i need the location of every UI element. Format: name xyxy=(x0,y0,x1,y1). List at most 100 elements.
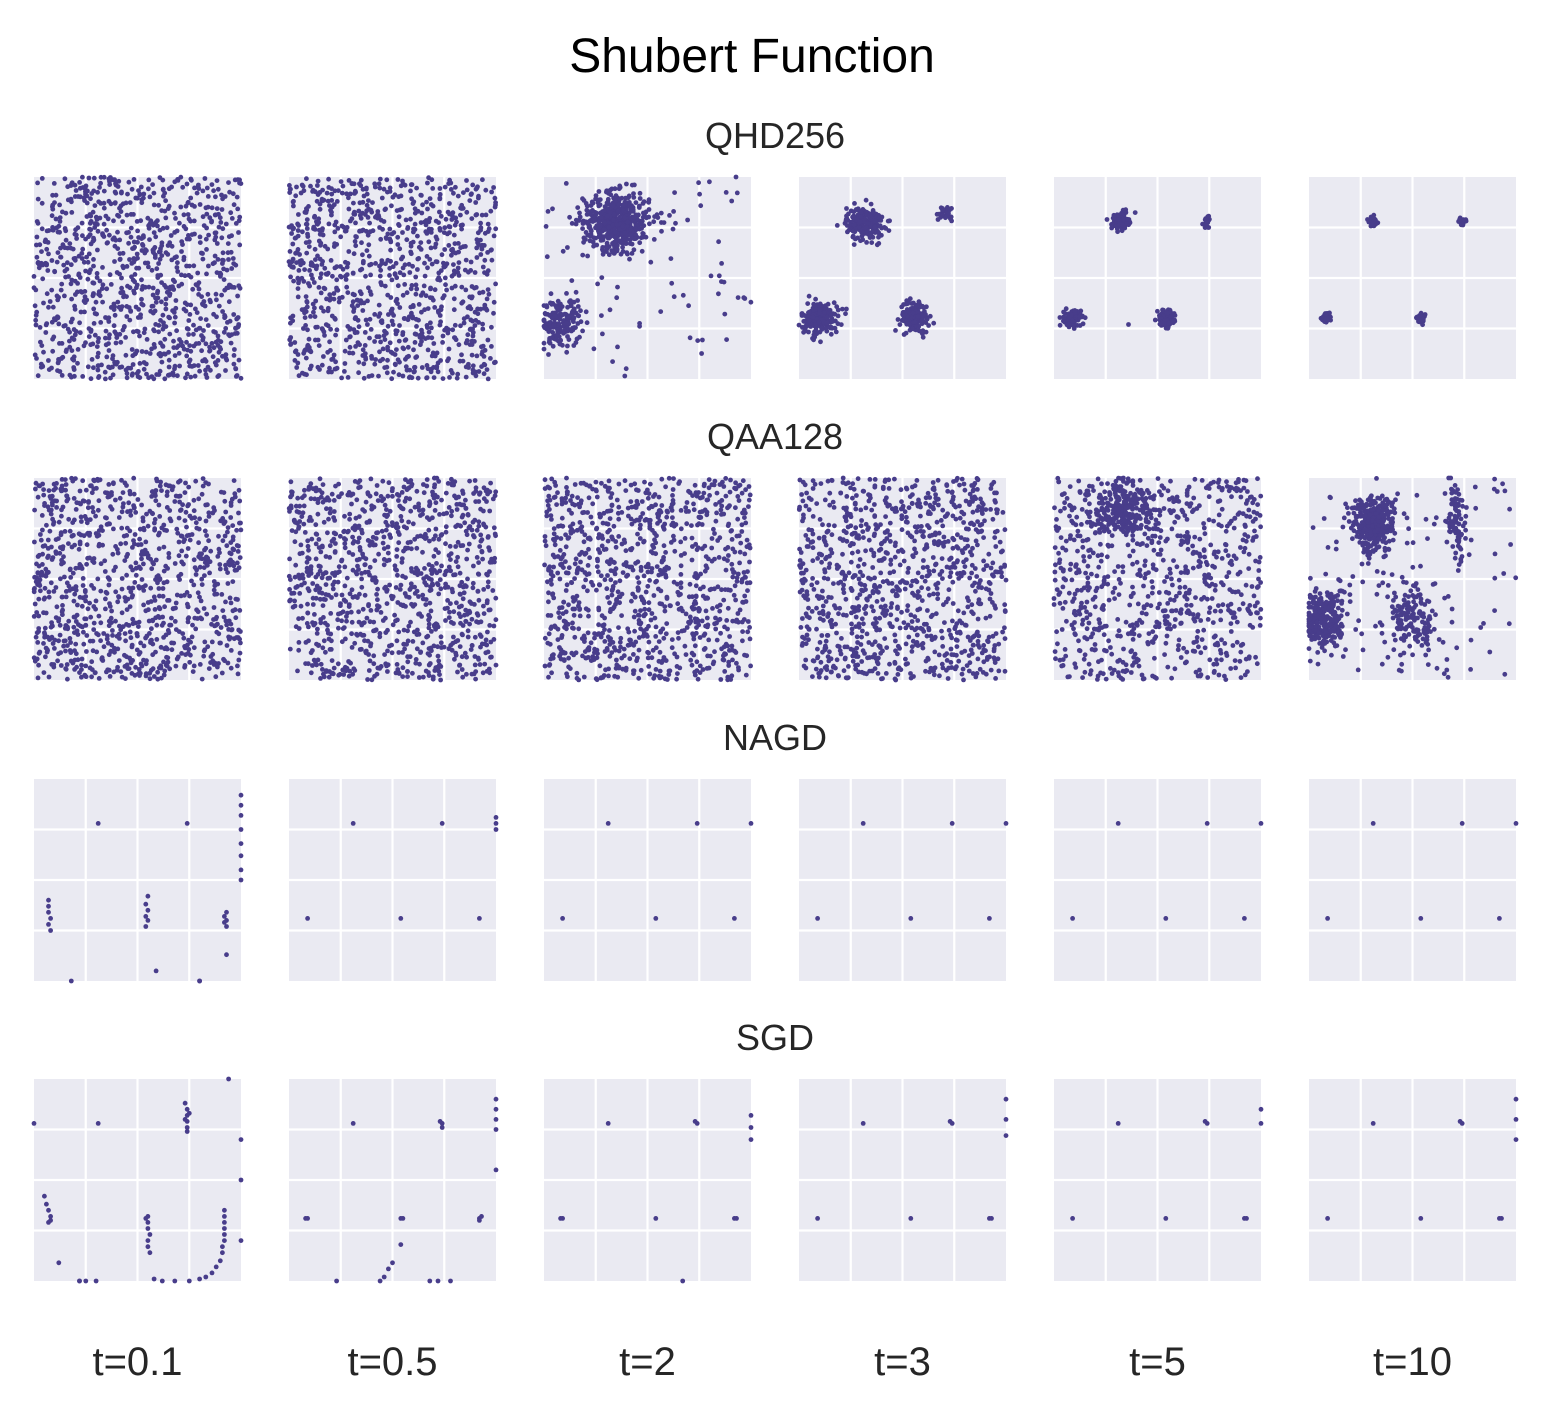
data-point xyxy=(86,251,92,257)
data-point xyxy=(106,341,111,346)
data-point xyxy=(550,343,556,349)
data-point xyxy=(56,519,62,525)
data-point xyxy=(80,576,86,581)
data-point xyxy=(156,502,162,508)
data-point xyxy=(75,360,80,366)
data-point xyxy=(117,205,122,211)
data-point xyxy=(296,268,302,273)
data-point xyxy=(296,223,301,228)
data-point xyxy=(131,503,137,508)
data-point xyxy=(63,666,69,672)
data-point xyxy=(94,485,99,491)
data-point xyxy=(94,217,100,222)
data-point xyxy=(618,251,624,257)
data-point xyxy=(94,271,100,276)
data-point xyxy=(615,344,620,350)
data-point xyxy=(340,183,346,189)
data-point xyxy=(220,226,226,232)
data-point xyxy=(491,310,496,316)
data-point xyxy=(445,358,450,364)
data-point xyxy=(352,191,357,196)
data-point xyxy=(103,328,109,334)
data-point xyxy=(90,638,96,644)
data-point xyxy=(847,222,853,228)
data-point xyxy=(54,505,59,510)
scatter-panel xyxy=(541,174,754,379)
data-point xyxy=(316,238,322,244)
data-point xyxy=(338,273,343,279)
data-point xyxy=(573,217,579,223)
data-point xyxy=(113,190,119,196)
data-point xyxy=(385,357,390,363)
data-point xyxy=(126,240,131,246)
data-point xyxy=(630,207,636,213)
data-point xyxy=(626,193,632,199)
data-point xyxy=(437,196,443,202)
data-point xyxy=(150,310,156,316)
data-point xyxy=(150,285,156,291)
data-point xyxy=(88,614,94,620)
data-point xyxy=(480,326,486,332)
data-point xyxy=(380,478,386,484)
data-point xyxy=(141,657,146,663)
data-point xyxy=(197,202,203,207)
data-point xyxy=(868,201,874,207)
data-point xyxy=(33,317,39,323)
data-point xyxy=(489,324,494,330)
data-point xyxy=(388,239,394,245)
data-point xyxy=(425,180,430,186)
data-point xyxy=(157,514,163,519)
data-point xyxy=(215,374,221,379)
data-point xyxy=(420,202,425,208)
data-point xyxy=(98,320,104,325)
data-point xyxy=(214,314,219,320)
data-point xyxy=(352,239,358,244)
data-point xyxy=(59,373,65,378)
data-point xyxy=(424,231,430,236)
data-point xyxy=(443,282,448,288)
data-point xyxy=(238,527,244,533)
data-point xyxy=(384,236,389,241)
data-point xyxy=(312,305,317,311)
data-point xyxy=(77,330,83,336)
data-point xyxy=(45,240,51,245)
data-point xyxy=(229,627,234,633)
data-point xyxy=(735,295,741,300)
data-point xyxy=(469,338,475,344)
data-point xyxy=(721,279,727,285)
data-point xyxy=(80,374,86,379)
data-point xyxy=(236,283,242,289)
data-point xyxy=(49,557,55,562)
data-point xyxy=(729,198,735,204)
data-point xyxy=(124,371,130,376)
data-point xyxy=(347,334,353,340)
data-point xyxy=(196,540,202,546)
data-point xyxy=(397,207,403,213)
data-point xyxy=(1126,322,1131,327)
data-point xyxy=(302,267,307,272)
data-point xyxy=(345,290,351,295)
data-point xyxy=(322,333,327,338)
data-point xyxy=(905,301,911,306)
data-point xyxy=(67,372,73,378)
data-point xyxy=(71,532,76,538)
data-point xyxy=(53,317,58,323)
data-point xyxy=(544,326,550,332)
data-point xyxy=(288,342,293,347)
data-point xyxy=(91,263,96,269)
data-point xyxy=(76,253,82,259)
data-point xyxy=(610,359,615,364)
data-point xyxy=(591,346,597,352)
data-point xyxy=(142,260,148,266)
data-point xyxy=(37,582,42,588)
data-point xyxy=(318,275,323,281)
data-point xyxy=(40,562,45,567)
row-title: QHD256 xyxy=(705,115,845,156)
data-point xyxy=(117,256,123,262)
data-point xyxy=(342,361,348,366)
data-point xyxy=(150,652,156,658)
data-point xyxy=(493,226,499,232)
data-point xyxy=(437,186,443,191)
data-point xyxy=(189,578,194,584)
data-point xyxy=(425,265,430,271)
